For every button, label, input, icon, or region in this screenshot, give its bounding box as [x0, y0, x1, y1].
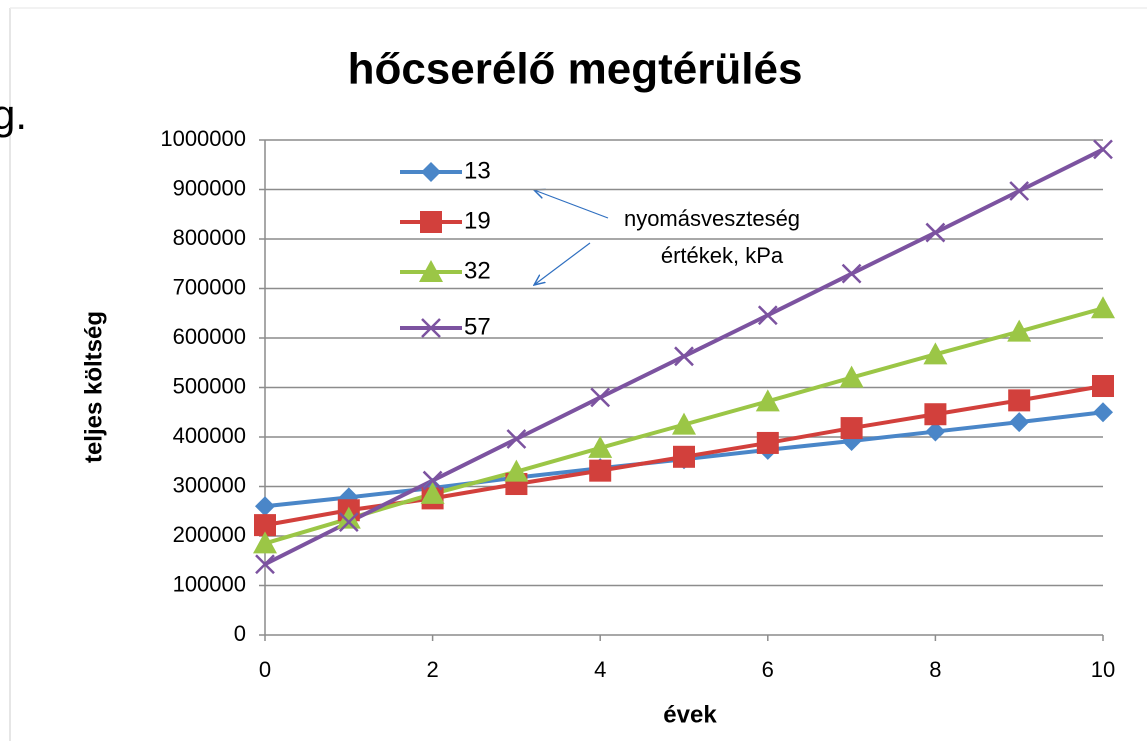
marker: [1008, 389, 1031, 412]
marker: [336, 506, 361, 529]
marker: [1092, 375, 1114, 398]
marker: [841, 263, 862, 284]
marker: [1007, 319, 1032, 342]
x-tick-label: 8: [929, 657, 941, 682]
x-tick-label: 0: [259, 657, 271, 682]
y-tick-label: 900000: [173, 175, 246, 200]
marker: [840, 417, 863, 440]
marker: [504, 459, 529, 482]
y-tick-label: 200000: [173, 522, 246, 547]
y-tick-label: 800000: [173, 225, 246, 250]
marker: [588, 435, 613, 458]
legend-label: 57: [464, 313, 491, 340]
legend-label: 13: [464, 157, 491, 184]
annotation: nyomásveszteség: [624, 206, 800, 231]
marker: [1009, 412, 1030, 433]
y-tick-label: 300000: [173, 472, 246, 497]
annotation: értékek, kPa: [661, 243, 784, 268]
chart-title: hőcserélő megtérülés: [348, 45, 803, 94]
marker: [590, 387, 611, 408]
legend-label: 19: [464, 207, 491, 234]
marker: [255, 496, 275, 517]
x-tick-label: 6: [762, 657, 774, 682]
marker: [1009, 181, 1030, 201]
legend-marker: [419, 260, 443, 282]
marker: [757, 305, 778, 326]
marker: [1093, 139, 1113, 160]
x-tick-label: 10: [1091, 657, 1115, 682]
marker: [674, 346, 694, 367]
marker: [254, 514, 276, 537]
marker: [672, 412, 696, 435]
marker: [422, 470, 443, 491]
marker: [923, 342, 948, 365]
legend-label: 32: [464, 257, 491, 284]
x-tick-label: 4: [594, 657, 606, 682]
annotation-arrow: [534, 242, 591, 285]
y-axis-label: teljes költség: [80, 311, 107, 463]
legend-marker: [421, 162, 441, 182]
y-tick-label: 600000: [173, 324, 246, 349]
marker: [756, 431, 779, 454]
legend-marker: [421, 318, 441, 338]
marker: [1093, 402, 1113, 423]
marker: [673, 445, 695, 468]
marker: [925, 421, 946, 442]
marker: [589, 459, 612, 482]
y-tick-label: 400000: [173, 423, 246, 448]
y-tick-label: 0: [234, 621, 246, 646]
marker: [1091, 296, 1115, 319]
y-tick-label: 100000: [173, 571, 246, 596]
y-tick-label: 500000: [173, 373, 246, 398]
marker: [925, 222, 946, 243]
marker: [839, 365, 864, 388]
x-axis-label: évek: [663, 701, 717, 728]
marker: [338, 512, 359, 533]
marker: [506, 429, 527, 449]
legend-marker: [420, 211, 442, 233]
annotation-arrow: [534, 190, 609, 219]
marker: [755, 389, 780, 412]
y-tick-label: 1000000: [160, 126, 246, 151]
marker: [420, 481, 445, 504]
marker: [255, 554, 275, 575]
y-tick-label: 700000: [173, 274, 246, 299]
marker: [253, 531, 277, 554]
text-fragment: g.: [0, 91, 27, 138]
x-tick-label: 2: [426, 657, 438, 682]
marker: [924, 403, 947, 426]
